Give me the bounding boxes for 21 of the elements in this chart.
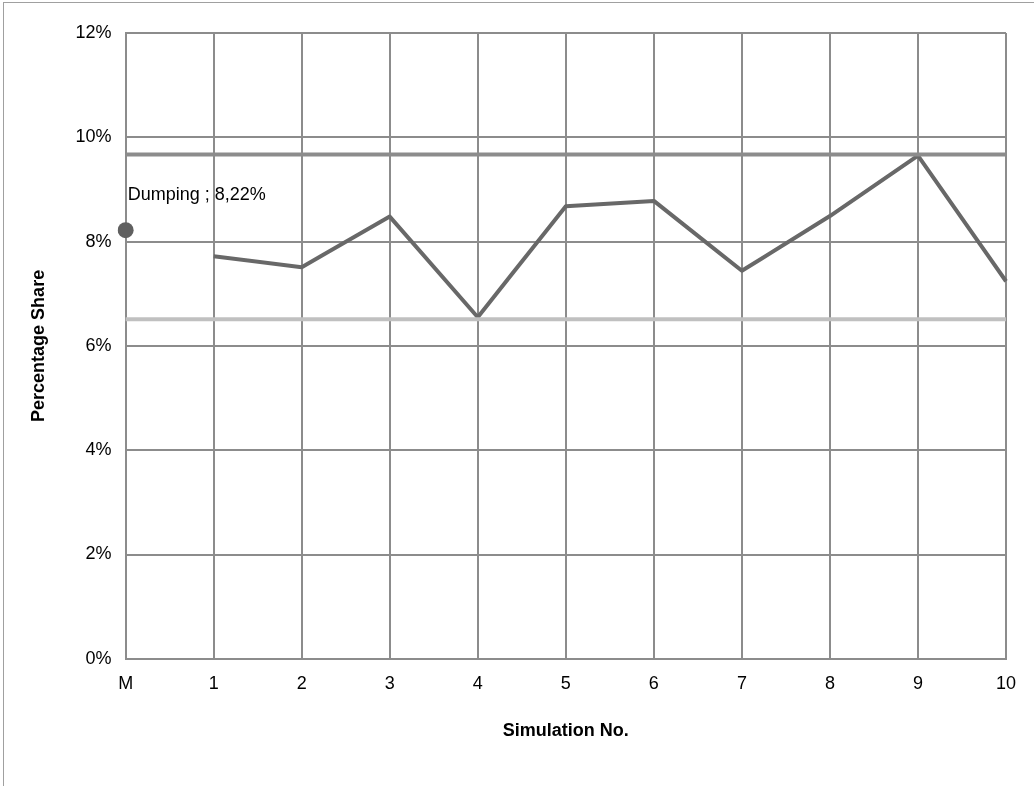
x-tick-label: 8 — [824, 672, 835, 693]
y-tick-label: 8% — [85, 230, 112, 251]
x-tick-label: 1 — [208, 672, 219, 693]
x-tick-label: 4 — [472, 672, 483, 693]
y-tick-label: 0% — [85, 647, 112, 668]
y-tick-label: 4% — [85, 439, 112, 460]
y-tick-label: 10% — [75, 126, 112, 147]
y-tick-label: 6% — [85, 334, 112, 355]
x-tick-label: 9 — [912, 672, 923, 693]
x-tick-label: 5 — [560, 672, 571, 693]
y-tick-label: 2% — [85, 543, 112, 564]
x-tick-label: 2 — [296, 672, 307, 693]
x-tick-label: 7 — [736, 672, 747, 693]
x-tick-label: 6 — [648, 672, 659, 693]
x-tick-label: M — [118, 672, 134, 693]
x-tick-label: 10 — [995, 672, 1017, 693]
y-tick-label: 12% — [75, 21, 112, 42]
x-tick-label: 3 — [384, 672, 395, 693]
data-label: Dumping ; 8,22% — [127, 184, 266, 205]
x-axis-title: Simulation No. — [502, 720, 629, 741]
y-axis-title: Percentage Share — [27, 269, 48, 422]
